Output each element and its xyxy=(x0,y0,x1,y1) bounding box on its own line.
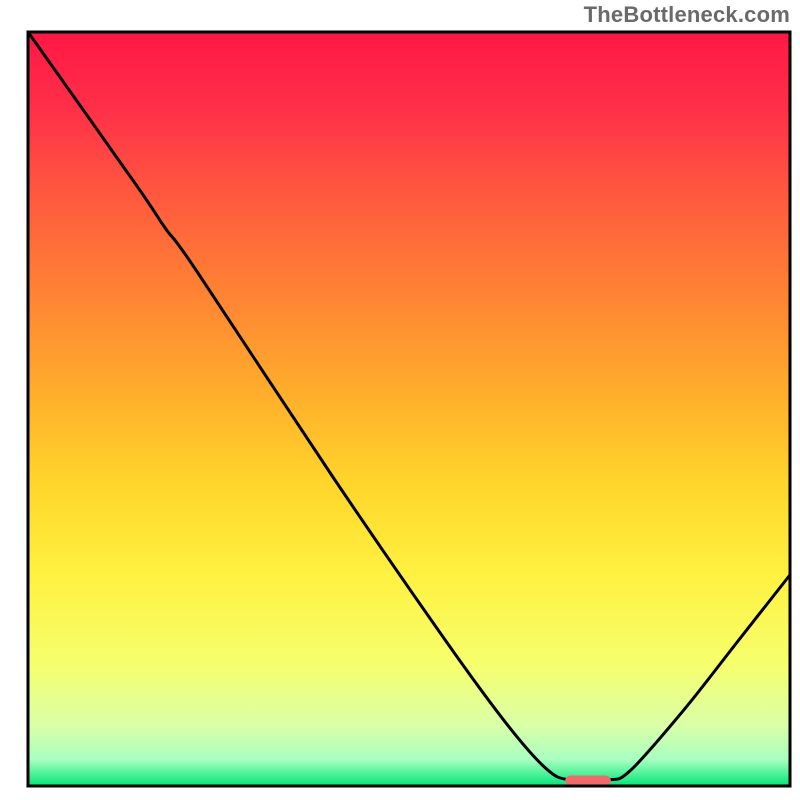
bottleneck-chart xyxy=(0,0,800,800)
chart-container: TheBottleneck.com xyxy=(0,0,800,800)
optimal-marker xyxy=(565,775,611,786)
watermark-text: TheBottleneck.com xyxy=(584,2,790,28)
chart-background xyxy=(28,32,790,786)
